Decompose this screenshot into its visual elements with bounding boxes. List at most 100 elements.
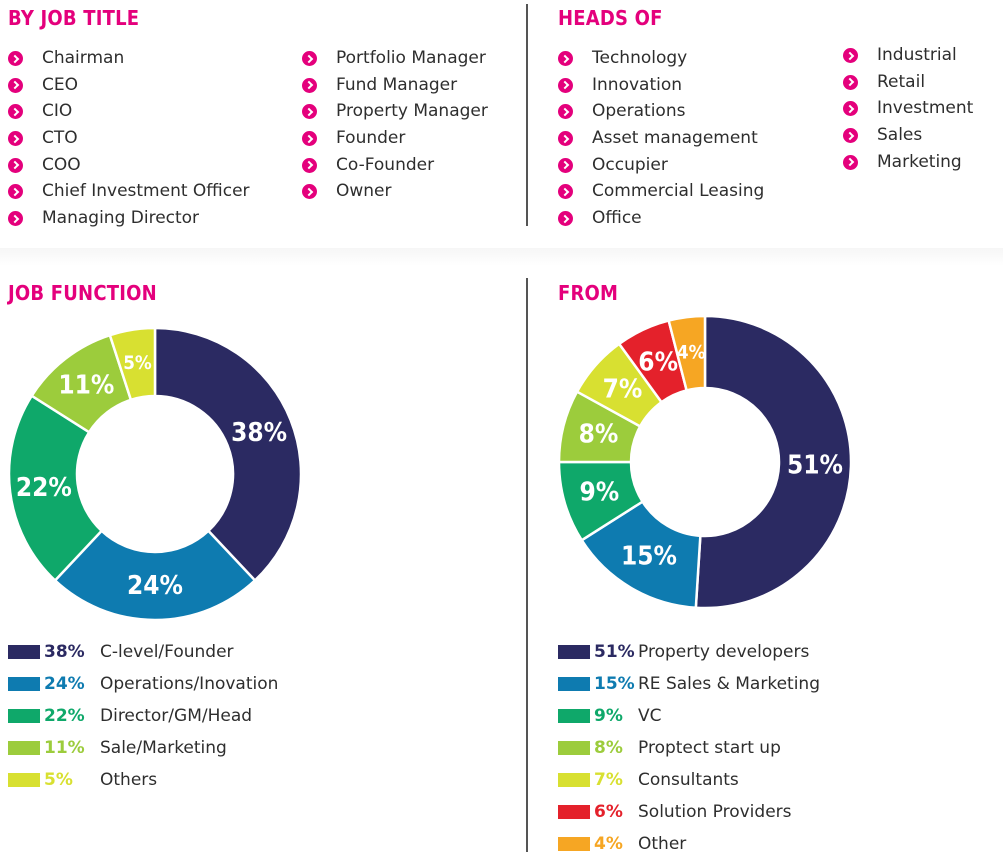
job-function-slice: [53, 529, 257, 622]
job-function-legend-item: 24% Operations/Inovation: [8, 668, 508, 700]
heads-of-label: Sales: [877, 125, 923, 146]
job-title-label: CEO: [42, 74, 78, 95]
from-legend-label: Solution Providers: [638, 802, 792, 822]
job-function-legend-value: 24%: [44, 674, 85, 694]
from-legend-value: 7%: [594, 770, 623, 790]
job-function-slice: [108, 326, 157, 402]
job-function-legend-value: 11%: [44, 738, 85, 758]
chevron-right-circle-icon: [8, 77, 23, 93]
job-function-legend-swatch: [8, 741, 40, 755]
job-title-label: Chairman: [42, 48, 125, 68]
chevron-right-circle-icon: [558, 77, 573, 93]
heads-of-item: Commercial Leasing: [558, 178, 764, 205]
chevron-right-circle-icon: [558, 184, 573, 200]
job-function-legend-item: 11% Sale/Marketing: [8, 732, 508, 764]
heads-of-label: Occupier: [592, 154, 668, 175]
from-donut-chart: 51% 15% 9% 8% 7%6%4%: [557, 314, 853, 610]
job-title-list-col1: Chairman CEO CIO CTO COO Chief Investment Off…: [8, 45, 250, 232]
from-legend-swatch: [558, 677, 590, 691]
from-slice-label: 6%: [638, 347, 678, 377]
job-function-legend-label: Operations/Inovation: [100, 674, 279, 694]
from-slice: [667, 314, 707, 392]
job-title-item: CTO: [8, 125, 250, 152]
job-title-label: Portfolio Manager: [336, 48, 486, 68]
job-function-legend-value: 38%: [44, 642, 85, 662]
heads-of-heading: HEADS OF: [558, 6, 663, 30]
chevron-right-circle-icon: [302, 51, 317, 66]
chevron-right-circle-icon: [558, 211, 573, 227]
chevron-right-circle-icon: [8, 184, 23, 200]
job-function-legend-item: 38% C-level/Founder: [8, 636, 508, 668]
job-function-legend-label: Others: [100, 770, 158, 790]
chevron-right-circle-icon: [302, 77, 317, 93]
job-function-legend-item: 22% Director/GM/Head: [8, 700, 508, 732]
job-title-label: CTO: [42, 128, 78, 149]
from-slice-label: 9%: [580, 478, 620, 508]
from-legend-swatch: [558, 773, 590, 787]
job-title-label: Founder: [336, 128, 406, 149]
chevron-right-circle-icon: [843, 101, 858, 117]
section-separator: [0, 248, 1003, 266]
job-title-label: Property Manager: [336, 101, 488, 122]
from-slice-label: 7%: [603, 374, 643, 404]
job-title-label: COO: [42, 154, 81, 175]
chevron-right-circle-icon: [8, 157, 23, 173]
job-function-heading: JOB FUNCTION: [8, 281, 157, 305]
job-title-item: Co-Founder: [302, 152, 488, 179]
chevron-right-circle-icon: [8, 51, 23, 66]
job-function-legend: 38% C-level/Founder 24% Operations/Inovatio…: [8, 636, 508, 796]
heads-of-label: Marketing: [877, 151, 962, 172]
heads-of-list-col2: Industrial Retail Investment Sales Marketing: [843, 42, 973, 175]
job-title-item: Fund Manager: [302, 72, 488, 99]
from-legend-item: 7% Consultants: [558, 764, 998, 796]
job-title-item: COO: [8, 152, 250, 179]
from-legend-item: 8% Proptect start up: [558, 732, 998, 764]
job-function-slice-label: 22%: [16, 473, 72, 503]
bottom-divider: [526, 278, 528, 852]
chevron-right-circle-icon: [558, 131, 573, 147]
heads-of-item: Office: [558, 205, 764, 232]
heads-of-label: Technology: [592, 48, 688, 68]
job-function-slice-label: 24%: [127, 571, 183, 601]
heads-of-item: Technology: [558, 45, 764, 72]
heads-of-label: Asset management: [592, 128, 758, 149]
from-legend-item: 15% RE Sales & Marketing: [558, 668, 998, 700]
job-function-legend-value: 22%: [44, 706, 85, 726]
job-title-list-col2: Portfolio Manager Fund Manager Property Ma…: [302, 45, 488, 205]
heads-of-item: Operations: [558, 98, 764, 125]
from-legend: 51% Property developers 15% RE Sales & Mark…: [558, 636, 998, 860]
heads-of-label: Office: [592, 208, 642, 229]
from-slice-label: 4%: [677, 342, 706, 363]
from-legend-swatch: [558, 645, 590, 659]
from-legend-swatch: [558, 709, 590, 723]
heads-of-label: Industrial: [877, 45, 957, 65]
from-legend-label: Other: [638, 834, 687, 854]
job-function-legend-label: Director/GM/Head: [100, 706, 253, 726]
job-function-slice: [7, 394, 104, 583]
heads-of-item: Industrial: [843, 42, 973, 69]
job-title-item: Portfolio Manager: [302, 45, 488, 72]
job-title-label: Co-Founder: [336, 154, 435, 175]
chevron-right-circle-icon: [8, 211, 23, 227]
from-legend-label: Proptect start up: [638, 738, 781, 758]
job-function-slice-label: 38%: [231, 418, 287, 448]
heads-of-list-col1: Technology Innovation Operations Asset mana…: [558, 45, 764, 232]
heads-of-item: Asset management: [558, 125, 764, 152]
chevron-right-circle-icon: [558, 104, 573, 120]
job-function-donut-chart: 38% 24% 22% 11% 5%: [7, 326, 303, 622]
from-legend-value: 51%: [594, 642, 635, 662]
job-title-item: CIO: [8, 98, 250, 125]
heads-of-item: Investment: [843, 95, 973, 122]
heads-of-item: Retail: [843, 69, 973, 96]
job-title-label: Chief Investment Officer: [42, 181, 250, 202]
from-legend-value: 8%: [594, 738, 623, 758]
job-title-item: Chairman: [8, 45, 250, 72]
from-legend-swatch: [558, 741, 590, 755]
heads-of-label: Innovation: [592, 74, 683, 95]
heads-of-item: Occupier: [558, 152, 764, 179]
from-legend-value: 15%: [594, 674, 635, 694]
from-slice-label: 8%: [579, 420, 619, 450]
from-legend-item: 51% Property developers: [558, 636, 998, 668]
from-slice: [694, 314, 853, 610]
chevron-right-circle-icon: [8, 131, 23, 147]
